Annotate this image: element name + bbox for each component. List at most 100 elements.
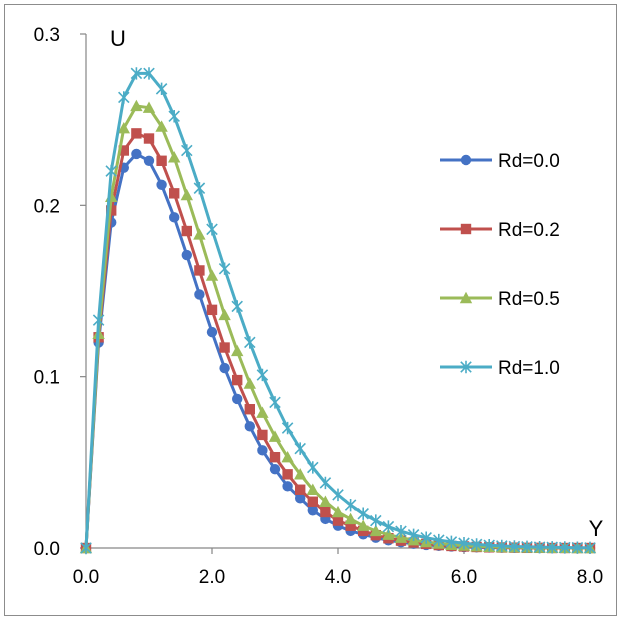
data-point bbox=[559, 541, 571, 554]
data-point bbox=[294, 468, 307, 480]
data-point bbox=[344, 498, 357, 512]
data-point bbox=[155, 82, 168, 96]
data-point bbox=[319, 476, 332, 490]
y-tick-label: 0.0 bbox=[34, 539, 60, 560]
y-axis-label: U bbox=[110, 26, 126, 51]
legend-entry: Rd=1.0 bbox=[440, 358, 560, 379]
data-point bbox=[331, 505, 345, 518]
axes: 0.0 0.1 0.2 0.3 0.0 2.0 4.0 6.0 8.0 Y U bbox=[34, 25, 604, 588]
data-point bbox=[156, 155, 167, 166]
data-point bbox=[282, 469, 293, 480]
data-point bbox=[156, 179, 167, 190]
data-point bbox=[194, 289, 205, 300]
data-point bbox=[143, 155, 155, 166]
legend-marker bbox=[459, 291, 473, 304]
data-point bbox=[483, 539, 495, 552]
data-point bbox=[131, 148, 142, 160]
y-tick-label: 0.2 bbox=[34, 196, 60, 217]
data-point bbox=[382, 528, 395, 540]
data-point bbox=[407, 528, 420, 542]
data-point bbox=[118, 145, 129, 156]
data-point bbox=[295, 493, 306, 504]
data-point bbox=[345, 520, 356, 531]
legend-marker bbox=[460, 360, 472, 374]
data-point bbox=[231, 344, 244, 357]
data-point bbox=[281, 450, 294, 463]
data-point bbox=[281, 421, 294, 435]
x-tick-label: 4.0 bbox=[325, 567, 351, 588]
series-line bbox=[84, 104, 590, 550]
legend: Rd=0.0 Rd=0.2 Rd=0.5 Rd=1.0 bbox=[440, 151, 560, 379]
data-point bbox=[257, 429, 268, 441]
data-point bbox=[571, 541, 584, 554]
data-point bbox=[256, 406, 269, 418]
data-point bbox=[244, 336, 256, 349]
x-axis-label: Y bbox=[589, 516, 604, 541]
data-point bbox=[169, 212, 180, 223]
data-point bbox=[143, 133, 155, 144]
data-point bbox=[244, 421, 255, 432]
series-rd-1-0 bbox=[80, 67, 596, 555]
data-point bbox=[508, 540, 521, 553]
data-point bbox=[231, 300, 243, 313]
data-point bbox=[533, 540, 546, 554]
data-point bbox=[584, 541, 596, 555]
legend-marker bbox=[460, 223, 472, 235]
data-point bbox=[168, 151, 181, 163]
data-point bbox=[282, 481, 293, 492]
data-point bbox=[143, 67, 155, 80]
data-point bbox=[206, 223, 218, 236]
series-line bbox=[84, 71, 591, 550]
data-point bbox=[194, 265, 205, 276]
data-point bbox=[219, 342, 230, 353]
data-point bbox=[332, 488, 344, 502]
data-point bbox=[181, 225, 192, 237]
data-point bbox=[92, 313, 105, 327]
data-point bbox=[458, 537, 470, 550]
data-point bbox=[155, 120, 168, 132]
data-point bbox=[370, 514, 382, 527]
x-tick-label: 2.0 bbox=[199, 567, 225, 588]
data-point bbox=[357, 519, 370, 531]
y-tick-label: 0.1 bbox=[34, 368, 60, 389]
series-layer bbox=[79, 67, 597, 555]
data-point bbox=[80, 541, 92, 555]
data-point bbox=[218, 262, 231, 275]
series-line bbox=[84, 131, 590, 550]
data-point bbox=[206, 326, 218, 338]
data-point bbox=[218, 308, 231, 321]
x-tick-label: 0.0 bbox=[73, 567, 99, 588]
data-point bbox=[332, 515, 344, 526]
data-point bbox=[205, 269, 219, 281]
legend-label: Rd=0.2 bbox=[498, 220, 560, 241]
x-tick-label: 8.0 bbox=[577, 567, 603, 588]
data-point bbox=[131, 128, 142, 139]
x-tick-label: 6.0 bbox=[451, 567, 477, 588]
data-point bbox=[320, 506, 331, 518]
legend-entry: Rd=0.5 bbox=[440, 289, 560, 310]
data-point bbox=[307, 461, 319, 474]
legend-label: Rd=0.5 bbox=[498, 289, 560, 310]
y-tick-label: 0.3 bbox=[34, 25, 60, 46]
data-point bbox=[130, 99, 143, 112]
data-point bbox=[142, 101, 156, 113]
data-point bbox=[521, 540, 533, 554]
legend-label: Rd=0.0 bbox=[498, 151, 560, 172]
data-point bbox=[294, 442, 306, 455]
data-point bbox=[206, 304, 218, 316]
data-point bbox=[295, 484, 306, 495]
data-point bbox=[307, 496, 318, 507]
data-point bbox=[369, 524, 382, 537]
data-point bbox=[117, 122, 130, 134]
data-point bbox=[257, 445, 268, 456]
data-point bbox=[306, 483, 319, 495]
data-point bbox=[168, 110, 180, 123]
legend-label: Rd=1.0 bbox=[498, 358, 560, 379]
data-point bbox=[219, 362, 230, 374]
data-point bbox=[433, 533, 445, 547]
data-point bbox=[181, 144, 193, 157]
data-point bbox=[256, 368, 269, 382]
data-point bbox=[181, 249, 192, 261]
data-point bbox=[118, 91, 130, 104]
